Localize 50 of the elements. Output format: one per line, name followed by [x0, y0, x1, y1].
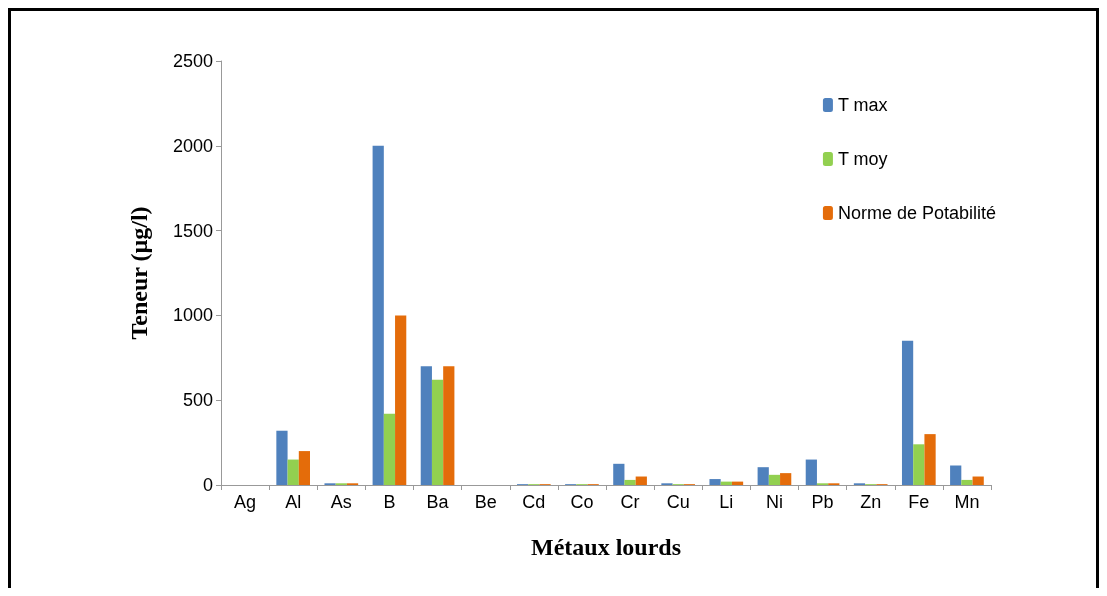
y-axis-title: Teneur (µg/l) [126, 206, 152, 340]
bar [443, 366, 455, 485]
x-tick-label: Cu [666, 492, 690, 512]
bar [431, 379, 444, 485]
bar [709, 479, 721, 485]
bar [624, 479, 636, 485]
legend-label: T max [837, 95, 888, 115]
bar [757, 467, 769, 485]
bar [961, 479, 973, 485]
bar [287, 459, 299, 485]
x-tick-label: Al [285, 492, 302, 512]
bar [805, 459, 817, 485]
y-tick-label: 0 [202, 475, 213, 495]
bar [383, 413, 396, 485]
bar [635, 476, 647, 485]
x-tick-label: Pb [811, 492, 834, 512]
y-tick-label: 500 [182, 390, 213, 411]
x-tick-label: Co [570, 492, 594, 512]
x-tick-label: B [383, 492, 396, 512]
x-tick-label: Ba [426, 492, 450, 512]
x-axis-title: Métaux lourds [531, 534, 681, 560]
y-tick-label: 1000 [172, 305, 213, 326]
x-tick-label: Be [474, 492, 497, 512]
y-tick-label: 2500 [172, 51, 213, 71]
bar [768, 474, 781, 485]
x-tick-label: As [330, 492, 352, 512]
bar [780, 473, 792, 485]
x-tick-label: Ni [765, 492, 783, 512]
x-tick-label: Ag [234, 492, 257, 512]
bar [613, 463, 625, 485]
bar [395, 315, 407, 485]
bar [913, 444, 925, 485]
x-tick-label: Mn [954, 492, 980, 512]
x-tick-label: Li [719, 492, 734, 512]
bar [276, 430, 288, 485]
legend-label: Norme de Potabilité [837, 203, 997, 223]
y-tick-label: 1500 [172, 220, 213, 241]
y-tick-label: 2000 [172, 135, 213, 156]
bar [972, 476, 984, 485]
legend-label: T moy [837, 149, 888, 169]
x-tick-label: Cr [620, 492, 640, 512]
bar [420, 366, 432, 485]
bar [924, 434, 936, 485]
bar [901, 340, 914, 485]
x-tick-label: Zn [860, 492, 882, 512]
x-tick-label: Cd [522, 492, 546, 512]
bar [950, 465, 962, 485]
bar [372, 145, 384, 485]
x-tick-label: Fe [908, 492, 930, 512]
bar [298, 451, 311, 485]
